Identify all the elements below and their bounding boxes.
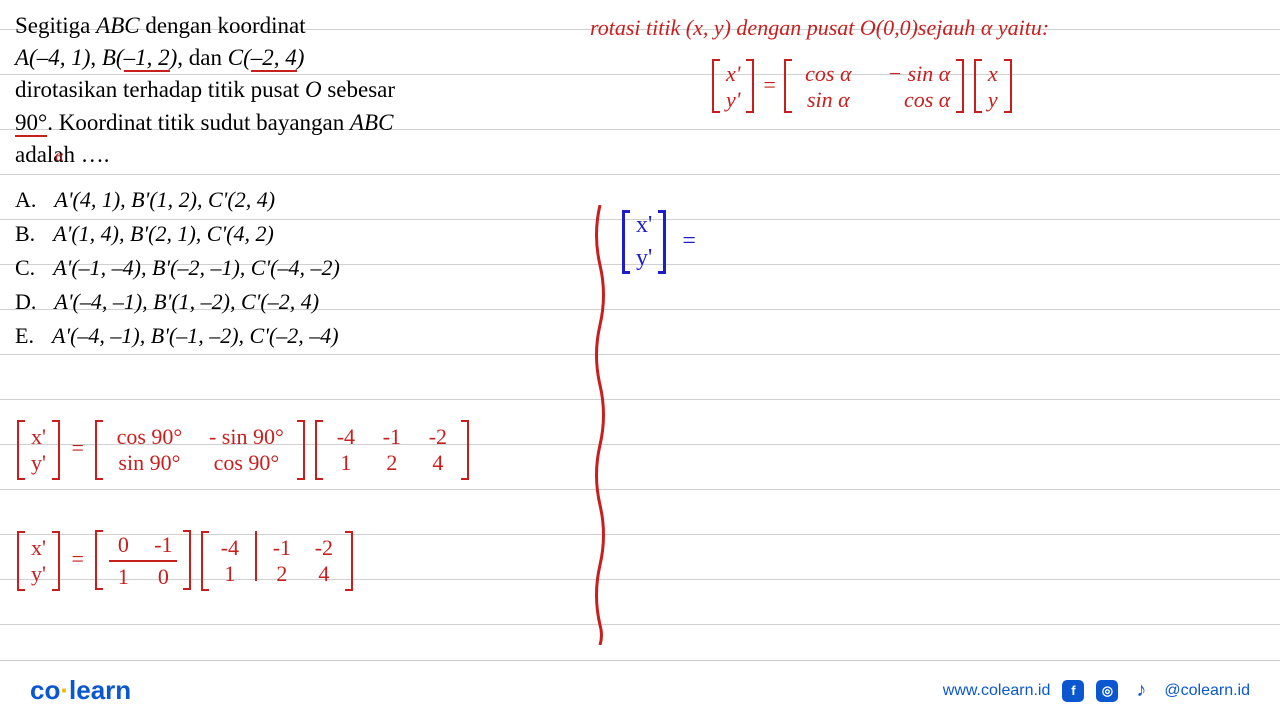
rh-y: y' <box>636 245 652 272</box>
hw2-eq: = <box>71 546 83 571</box>
logo-post: learn <box>69 675 131 705</box>
rotation-formula: x'y' = cos α− sin α sin αcos α xy <box>710 59 1260 115</box>
hw1-r22: cos 90° <box>201 450 291 476</box>
logo-dot: · <box>60 675 69 705</box>
footer-handle[interactable]: @colearn.id <box>1164 682 1250 700</box>
point-c-coords: –2, 4 <box>251 45 297 72</box>
logo-pre: co <box>30 675 60 705</box>
point-a: A(–4, 1) <box>15 45 90 70</box>
f-rx: x <box>988 61 998 87</box>
right-handwork: x' y' = <box>620 210 696 274</box>
opt-c: A'(–1, –4), B'(–2, –1), C'(–4, –2) <box>53 251 340 285</box>
handwork-line1: x'y' = cos 90°- sin 90° sin 90°cos 90° -… <box>15 420 471 480</box>
hw2-r11: 0 <box>109 532 137 558</box>
angle: 90° <box>15 110 47 137</box>
eq: = <box>762 72 777 97</box>
q-line3: dirotasikan terhadap titik pusat <box>15 77 305 102</box>
opt-c-label: C. <box>15 251 35 285</box>
opt-b-label: B. <box>15 217 35 251</box>
question-block: Segitiga ABC dengan koordinat A(–4, 1) , … <box>15 10 575 353</box>
rh-x: x' <box>636 212 652 239</box>
q-text: dengan koordinat <box>140 13 306 38</box>
opt-e: A'(–4, –1), B'(–1, –2), C'(–2, –4) <box>52 319 339 353</box>
q-text: Segitiga <box>15 13 96 38</box>
f-x: x' <box>726 61 740 87</box>
point-b-label: B( <box>102 45 124 70</box>
point-c-close: ) <box>297 45 305 70</box>
facebook-icon[interactable]: f <box>1062 680 1084 702</box>
tiktok-icon[interactable]: ♪ <box>1130 680 1152 702</box>
hw1-y: y' <box>31 450 46 476</box>
alpha-annotation: α <box>55 148 63 166</box>
footer-url[interactable]: www.colearn.id <box>943 682 1051 700</box>
f-ry: y <box>988 87 998 113</box>
footer-right: www.colearn.id f ◎ ♪ @colearn.id <box>943 680 1250 702</box>
formula-block: rotasi titik (x, y) dengan pusat O(0,0)s… <box>590 15 1260 115</box>
q-line3post: sebesar <box>322 77 395 102</box>
hw2-p13: -2 <box>309 535 339 561</box>
footer: co·learn www.colearn.id f ◎ ♪ @colearn.i… <box>0 660 1280 720</box>
q-abc2: ABC <box>350 110 393 135</box>
instagram-icon[interactable]: ◎ <box>1096 680 1118 702</box>
hw2-r12: -1 <box>149 532 177 558</box>
logo: co·learn <box>30 675 131 706</box>
hw1-eq: = <box>71 435 83 460</box>
hw2-p12: -1 <box>267 535 297 561</box>
hw2-r21: 1 <box>109 564 137 590</box>
point-c-label: C( <box>228 45 251 70</box>
hw2-p21: 1 <box>215 561 245 587</box>
hw2-r22: 0 <box>149 564 177 590</box>
hw2-x: x' <box>31 535 46 561</box>
hw1-r11: cos 90° <box>109 424 189 450</box>
hw1-r21: sin 90° <box>109 450 189 476</box>
hw2-p22: 2 <box>267 561 297 587</box>
hw1-p21: 1 <box>329 450 363 476</box>
opt-a-label: A. <box>15 183 36 217</box>
opt-a: A'(4, 1), B'(1, 2), C'(2, 4) <box>54 183 275 217</box>
opt-d-label: D. <box>15 285 36 319</box>
hw1-r12: - sin 90° <box>201 424 291 450</box>
hw1-p11: -4 <box>329 424 363 450</box>
f-m12: − sin α <box>870 61 950 87</box>
opt-b: A'(1, 4), B'(2, 1), C'(4, 2) <box>53 217 274 251</box>
f-m21: sin α <box>798 87 858 113</box>
f-m22: cos α <box>870 87 950 113</box>
hw2-y: y' <box>31 561 46 587</box>
q-line4: . Koordinat titik sudut bayangan <box>47 110 350 135</box>
divider-line <box>585 205 615 645</box>
rh-eq: = <box>682 228 696 254</box>
f-y: y' <box>726 87 740 113</box>
hw2-p23: 4 <box>309 561 339 587</box>
hw1-p22: 2 <box>375 450 409 476</box>
hw1-p23: 4 <box>421 450 455 476</box>
opt-d: A'(–4, –1), B'(1, –2), C'(–2, 4) <box>54 285 319 319</box>
hw1-p12: -1 <box>375 424 409 450</box>
q-abc: ABC <box>96 13 139 38</box>
hw1-x: x' <box>31 424 46 450</box>
handwork-line2: x'y' = 0-1 10 -4 1 -1-2 24 <box>15 530 355 592</box>
hw1-p13: -2 <box>421 424 455 450</box>
hw2-p11: -4 <box>215 535 245 561</box>
point-b-coords: –1, 2 <box>124 45 170 72</box>
options-list: A. A'(4, 1), B'(1, 2), C'(2, 4) B. A'(1, 4… <box>15 183 575 353</box>
f-m11: cos α <box>798 61 858 87</box>
opt-e-label: E. <box>15 319 34 353</box>
q-O: O <box>305 77 322 102</box>
dan: , dan <box>177 45 227 70</box>
formula-title: rotasi titik (x, y) dengan pusat O(0,0)s… <box>590 15 1260 41</box>
